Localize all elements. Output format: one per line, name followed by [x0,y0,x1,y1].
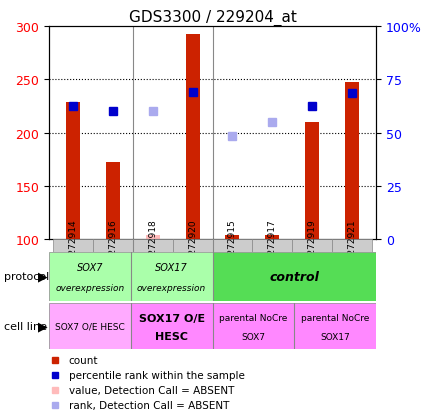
Text: GSM272917: GSM272917 [268,218,277,273]
Bar [226,235,239,240]
Text: count: count [68,356,98,366]
Text: GSM272916: GSM272916 [108,218,117,273]
Text: GSM272919: GSM272919 [308,218,317,273]
Bar [146,235,160,240]
Text: percentile rank within the sample: percentile rank within the sample [68,370,244,380]
Text: GSM272915: GSM272915 [228,218,237,273]
Text: overexpression: overexpression [55,283,125,292]
Title: GDS3300 / 229204_at: GDS3300 / 229204_at [128,9,296,26]
Text: overexpression: overexpression [137,283,206,292]
Bar [252,240,292,252]
Bar [212,304,294,349]
Text: ▶: ▶ [38,270,47,283]
Bar [186,36,199,240]
Bar [93,240,133,252]
Text: ▶: ▶ [38,320,47,333]
Text: SOX17: SOX17 [155,263,188,273]
Bar [294,304,376,349]
Bar [66,102,80,240]
Bar [265,235,279,240]
Bar [173,240,212,252]
Text: SOX17: SOX17 [320,332,350,341]
Bar [212,252,376,301]
Bar [49,304,131,349]
Text: cell line: cell line [4,321,47,331]
Bar [106,163,120,240]
Text: parental NoCre: parental NoCre [219,313,288,323]
Text: GSM272921: GSM272921 [348,218,357,273]
Bar [131,304,212,349]
Bar [212,240,252,252]
Bar [49,252,131,301]
Text: GSM272914: GSM272914 [68,218,77,273]
Bar [131,252,212,301]
Text: HESC: HESC [155,331,188,341]
Text: SOX7: SOX7 [76,263,103,273]
Text: value, Detection Call = ABSENT: value, Detection Call = ABSENT [68,386,234,396]
Bar [305,123,319,240]
Bar [292,240,332,252]
Bar [332,240,372,252]
Text: SOX7 O/E HESC: SOX7 O/E HESC [55,322,125,331]
Text: SOX7: SOX7 [241,332,265,341]
Text: protocol: protocol [4,272,49,282]
Text: rank, Detection Call = ABSENT: rank, Detection Call = ABSENT [68,401,229,411]
Text: GSM272918: GSM272918 [148,218,157,273]
Text: control: control [269,270,319,283]
Text: parental NoCre: parental NoCre [301,313,369,323]
Text: GSM272920: GSM272920 [188,218,197,273]
Bar [345,83,359,240]
Bar [53,240,93,252]
Text: SOX17 O/E: SOX17 O/E [139,313,205,323]
Bar [133,240,173,252]
